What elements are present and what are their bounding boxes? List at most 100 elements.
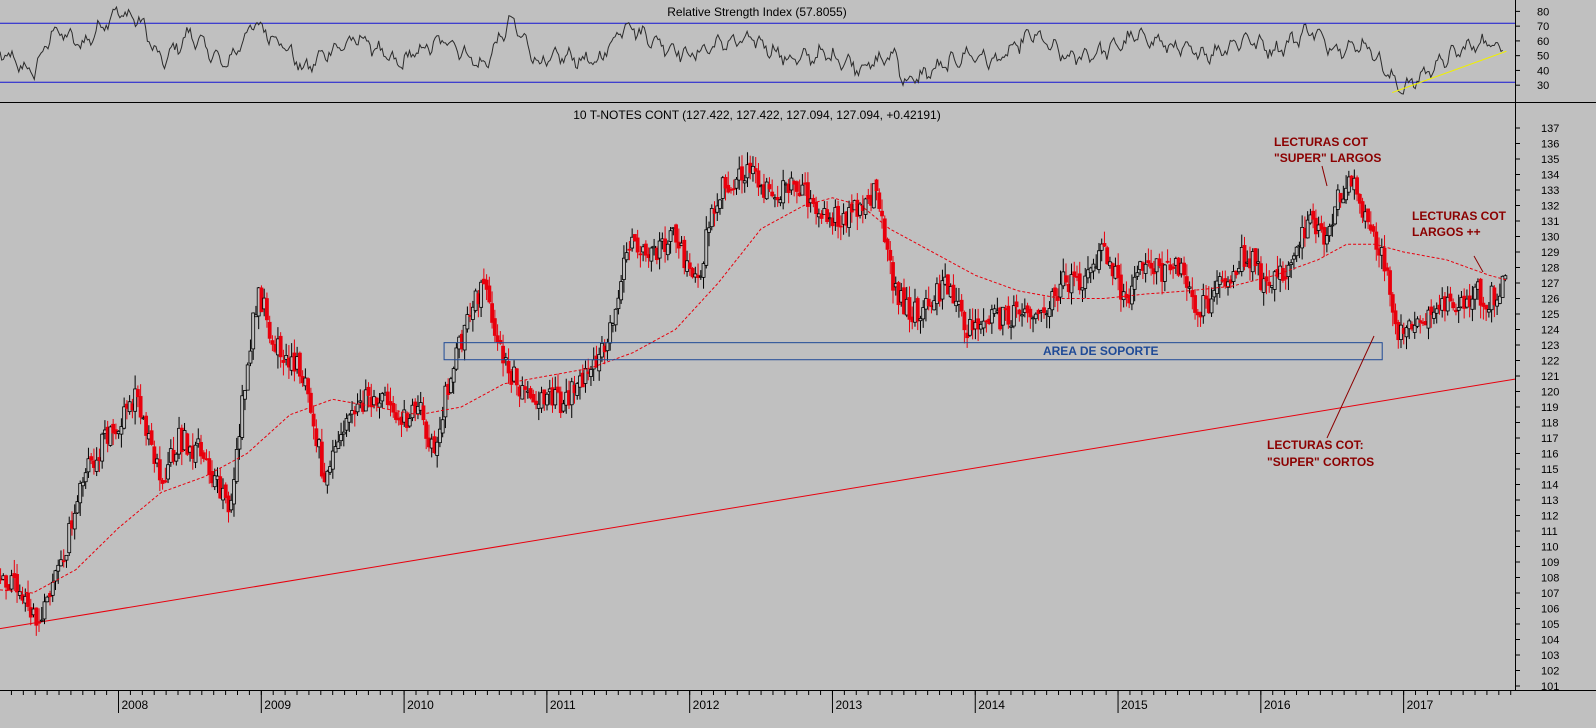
candle-body [267, 321, 272, 339]
candle-body [1327, 226, 1332, 237]
candle-body [1261, 278, 1266, 293]
price-tick-label: 114 [1541, 480, 1559, 492]
candle-body [42, 601, 47, 620]
candle-body [753, 168, 758, 172]
candle-body [1382, 247, 1387, 272]
candle-body [78, 483, 83, 504]
candle-body [240, 395, 245, 438]
price-tick-label: 117 [1541, 433, 1559, 445]
candle-body [918, 318, 923, 322]
candle-body [528, 388, 533, 399]
candle-body [1102, 243, 1107, 247]
candle-body [64, 554, 69, 561]
candle-body [212, 475, 217, 488]
candle-body [723, 176, 728, 189]
candle-body [234, 449, 239, 482]
candle-body [218, 476, 223, 499]
candle-body [81, 481, 85, 487]
candle-body [1077, 273, 1082, 291]
candle-body [1080, 287, 1085, 291]
rsi-tick-label: 30 [1537, 80, 1549, 92]
candle-body [86, 458, 91, 473]
candle-body [701, 263, 706, 278]
candle-body [836, 205, 840, 227]
candle-body [344, 418, 349, 431]
candle-body [100, 433, 105, 462]
candle-body [1272, 271, 1277, 290]
candle-body [1429, 306, 1434, 316]
candle-body [946, 274, 950, 295]
candle-body [245, 364, 250, 391]
year-label: 2017 [1407, 698, 1434, 712]
candle-body [385, 391, 390, 406]
candle-body [75, 501, 80, 514]
candle-body [989, 309, 994, 324]
price-tick-label: 113 [1541, 495, 1559, 507]
candle-body [514, 368, 519, 386]
candle-body [1053, 287, 1057, 297]
candle-body [608, 322, 613, 344]
candle-body [635, 237, 640, 253]
candle-body [1058, 283, 1063, 298]
annotation-line: LARGOS ++ [1412, 225, 1481, 239]
candle-body [248, 350, 253, 364]
candle-body [962, 311, 967, 331]
candle-body [1385, 267, 1390, 271]
candle-body [1371, 226, 1376, 232]
candle-body [1264, 276, 1269, 282]
candle-body [17, 591, 22, 596]
candle-body [479, 281, 484, 308]
candle-body [1497, 295, 1502, 304]
candle-body [438, 428, 442, 444]
candle-body [1486, 309, 1491, 313]
candle-body [1165, 260, 1170, 263]
price-tick-label: 120 [1541, 387, 1559, 399]
candle-body [270, 340, 275, 345]
candle-body [825, 209, 830, 222]
candle-body [135, 389, 140, 398]
support-area-box [443, 342, 1383, 361]
price-tick-label: 108 [1541, 573, 1559, 585]
candle-body [877, 192, 882, 209]
candle-body [731, 188, 736, 191]
price-tick-label: 102 [1541, 666, 1559, 678]
candle-body [336, 441, 341, 449]
candle-body [1393, 310, 1398, 325]
rsi-tick-label: 70 [1537, 21, 1549, 33]
price-tick-label: 135 [1541, 154, 1559, 166]
candle-body [45, 596, 50, 603]
price-tick-label: 136 [1541, 139, 1559, 151]
candle-body [196, 438, 201, 445]
candle-body [1234, 270, 1239, 276]
candle-body [1404, 327, 1409, 338]
candle-body [1009, 325, 1013, 328]
price-tick-label: 109 [1541, 557, 1559, 569]
candle-body [232, 479, 236, 505]
price-tick-label: 121 [1541, 371, 1559, 383]
candle-body [1412, 324, 1417, 333]
candle-body [569, 381, 574, 406]
candle-body [281, 360, 286, 363]
candle-body [926, 298, 931, 307]
candle-body [951, 284, 956, 304]
candle-body [435, 441, 440, 456]
candle-body [674, 224, 678, 243]
long-term-trendline [0, 378, 1516, 630]
rsi-tick-label: 40 [1537, 65, 1549, 77]
candle-body [311, 413, 316, 427]
candle-body [847, 207, 851, 228]
candle-body [814, 201, 819, 215]
candle-body [638, 253, 643, 256]
candle-body [805, 182, 810, 207]
candle-body [1204, 295, 1208, 300]
candle-body [1388, 270, 1392, 295]
candle-body [545, 393, 549, 406]
candle-body [1119, 274, 1123, 300]
candle-body [1451, 302, 1456, 309]
candle-body [740, 166, 744, 181]
candle-body [374, 397, 379, 406]
candle-body [1503, 275, 1508, 280]
candle-body [449, 378, 453, 394]
candle-body [314, 428, 319, 447]
candle-body [1184, 276, 1189, 288]
